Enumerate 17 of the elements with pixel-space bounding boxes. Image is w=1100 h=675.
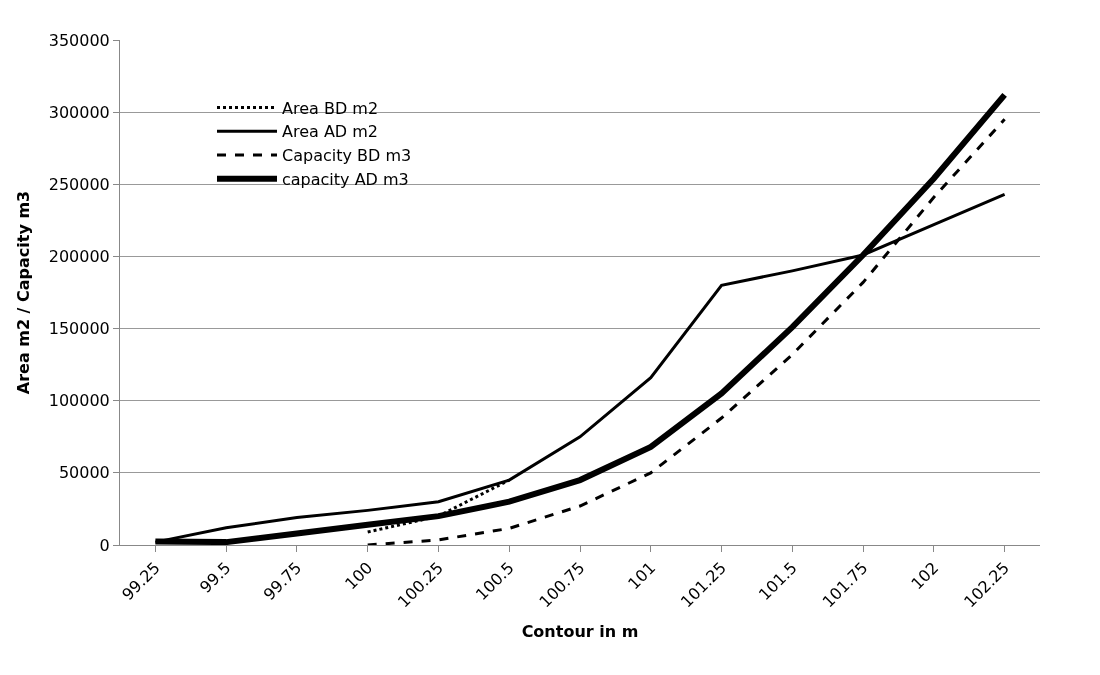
y-tick-label: 150000 xyxy=(48,319,110,339)
x-axis-title: Contour in m xyxy=(521,621,639,641)
y-tick-label: 200000 xyxy=(48,247,110,267)
legend-label: Area AD m2 xyxy=(282,122,379,142)
legend-label: Capacity BD m3 xyxy=(282,146,412,166)
y-tick-label: 250000 xyxy=(48,174,110,194)
legend-label: capacity AD m3 xyxy=(282,170,409,190)
y-tick-label: 50000 xyxy=(58,463,110,483)
y-tick-label: 100000 xyxy=(48,391,110,411)
y-tick-label: 350000 xyxy=(48,30,110,50)
x-tick-label: 101 xyxy=(624,558,660,594)
y-tick-label: 300000 xyxy=(48,102,110,122)
x-tick-label: 102 xyxy=(907,558,943,594)
legend-label: Area BD m2 xyxy=(282,98,379,118)
y-tick-label: 0 xyxy=(99,535,110,555)
y-axis-title: Area m2 / Capacity m3 xyxy=(13,190,33,395)
x-tick-label: 100 xyxy=(341,558,377,594)
